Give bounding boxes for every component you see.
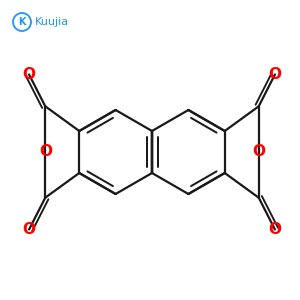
- Text: K: K: [18, 17, 26, 27]
- Text: O: O: [268, 222, 281, 237]
- Text: Kuujia: Kuujia: [35, 17, 69, 27]
- Text: O: O: [22, 222, 36, 237]
- Text: O: O: [252, 145, 265, 160]
- Text: O: O: [22, 67, 36, 82]
- Text: O: O: [268, 67, 281, 82]
- Text: O: O: [39, 145, 52, 160]
